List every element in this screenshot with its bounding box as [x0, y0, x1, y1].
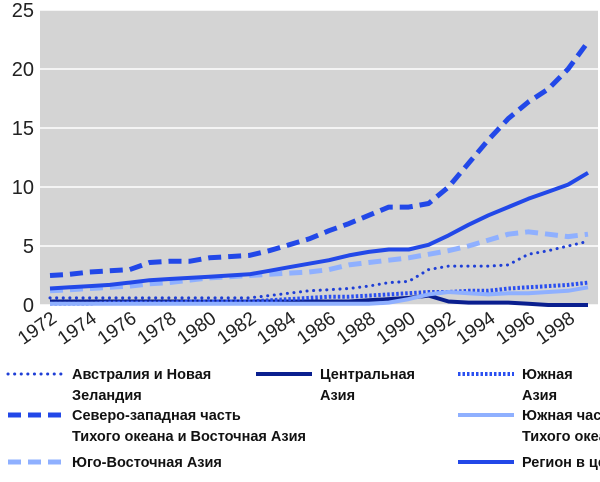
- legend-label-6: Юго-Восточная Азия: [72, 455, 222, 471]
- legend-label-4: Северо-западная часть: [72, 408, 241, 424]
- x-tick-label: 1992: [413, 308, 460, 349]
- x-tick-label: 1996: [492, 308, 539, 349]
- legend-label-2: Азия: [320, 388, 355, 404]
- x-tick-label: 1984: [253, 308, 300, 350]
- legend-label-3: Южная: [522, 367, 573, 383]
- x-tick-label: 1974: [54, 308, 101, 350]
- x-axis: 1972197419761978198019821984198619881990…: [14, 308, 579, 350]
- legend-label-3: Азия: [522, 388, 557, 404]
- x-tick-label: 1980: [174, 308, 221, 349]
- series-line-5: [50, 285, 589, 306]
- series-line-7: [49, 171, 590, 291]
- series-line-2: [50, 293, 588, 307]
- y-tick-label: 15: [12, 118, 34, 140]
- y-tick-label: 25: [12, 0, 34, 22]
- x-tick-label: 1982: [213, 308, 260, 349]
- y-tick-label: 10: [12, 177, 34, 199]
- y-tick-label: 20: [12, 59, 34, 81]
- series-line-1: [48, 239, 590, 300]
- legend-label-5: Тихого океана: [522, 429, 600, 445]
- y-axis: 0 5 10 15 20 25: [12, 0, 34, 317]
- x-tick-label: 1990: [373, 308, 420, 349]
- x-tick-label: 1986: [293, 308, 340, 349]
- x-tick-label: 1994: [453, 308, 500, 350]
- legend: Австралия и Новая Зеландия Центральная Азия…: [6, 367, 600, 471]
- series-line-6: [49, 229, 589, 294]
- y-tick-label: 0: [23, 295, 34, 317]
- legend-label-1: Австралия и Новая: [72, 367, 211, 383]
- legend-label-5: Южная часть: [522, 408, 600, 424]
- legend-label-1: Зеландия: [72, 388, 142, 404]
- x-tick-label: 1978: [134, 308, 181, 349]
- x-tick-label: 1998: [532, 308, 579, 349]
- series-line-4: [49, 40, 591, 278]
- legend-label-2: Центральная: [320, 367, 415, 383]
- legend-label-4: Тихого океана и Восточная Азия: [72, 429, 306, 445]
- x-tick-label: 1988: [333, 308, 380, 349]
- plot-area: [40, 10, 598, 305]
- y-tick-label: 5: [23, 236, 34, 258]
- legend-label-7: Регион в целом: [522, 455, 600, 471]
- x-tick-label: 1976: [94, 308, 141, 349]
- series-lines: [48, 40, 591, 307]
- x-tick-label: 1972: [14, 308, 61, 349]
